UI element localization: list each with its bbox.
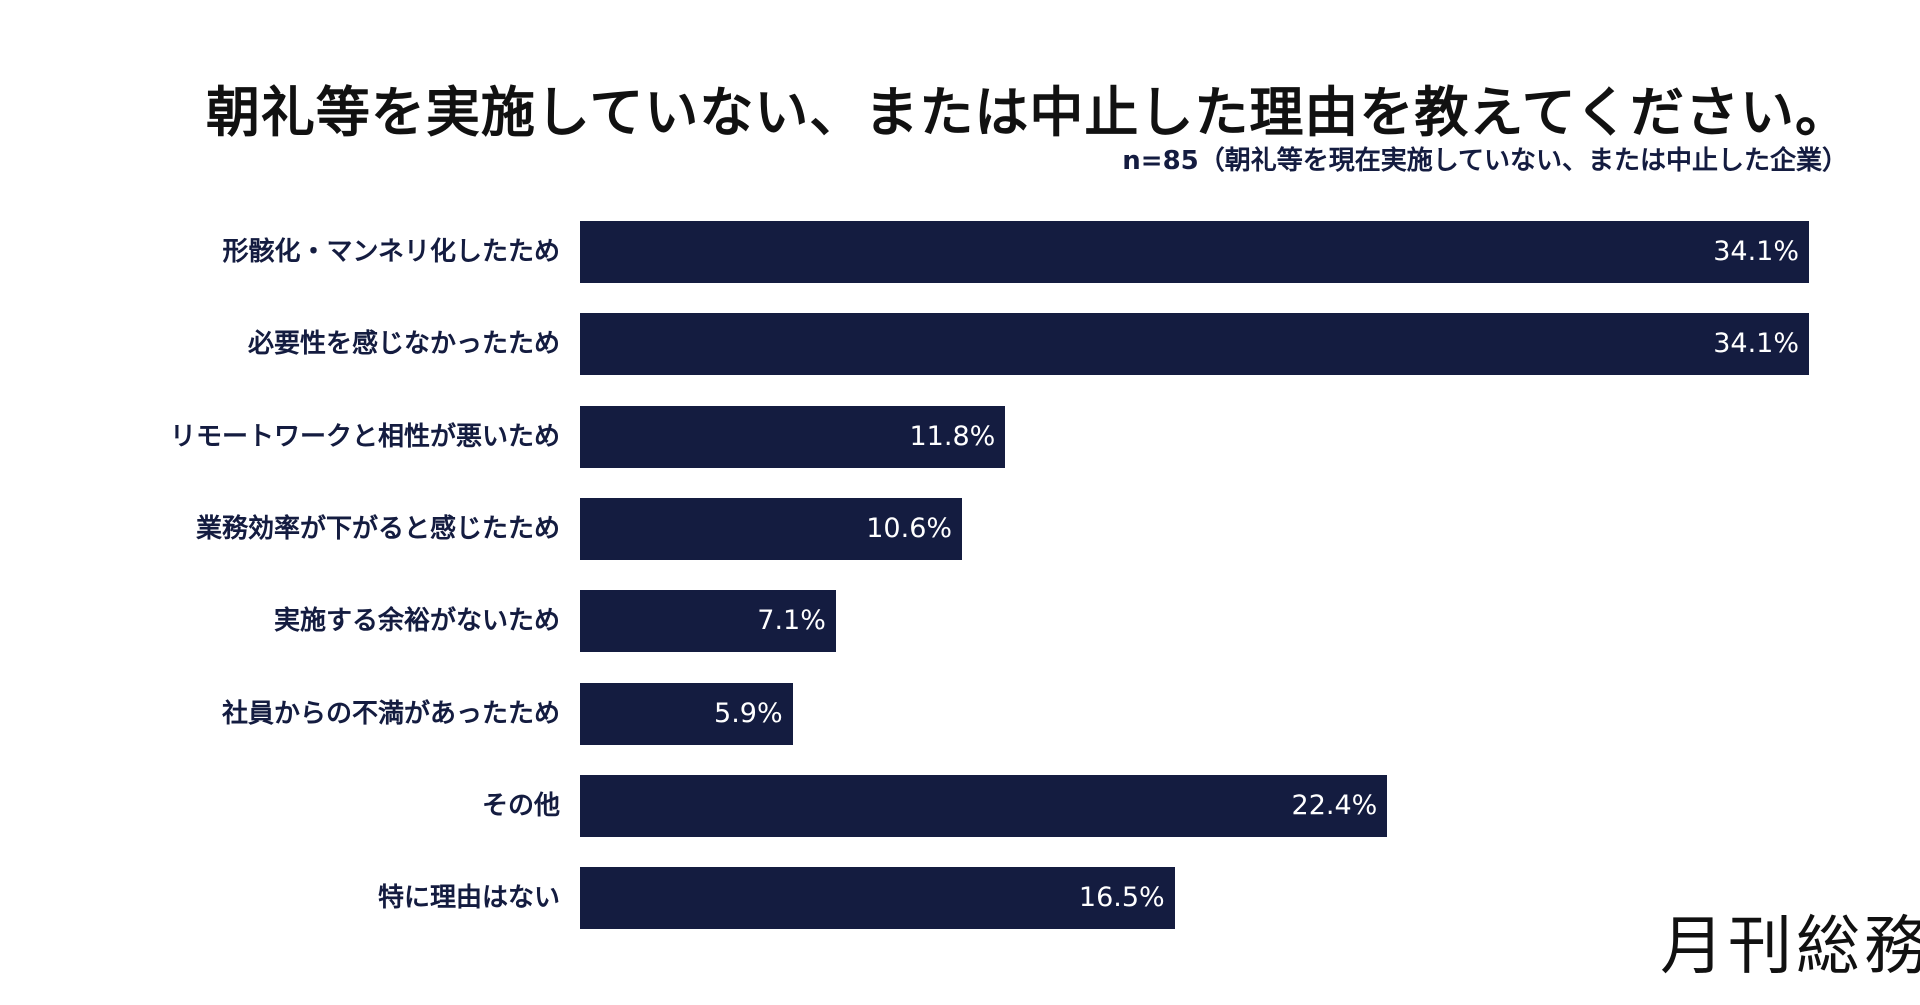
category-label: 社員からの不満があったため [221, 698, 560, 729]
bar: 10.6% [580, 497, 963, 560]
bar: 22.4% [580, 774, 1388, 837]
data-label: 10.6% [866, 512, 953, 544]
category-label: 特に理由はない [377, 883, 560, 914]
data-label: 5.9% [714, 697, 783, 729]
logo-gekkan-somu: 月刊総務 [1660, 910, 1920, 984]
data-label: 11.8% [909, 420, 996, 452]
bar: 34.1% [580, 313, 1809, 376]
data-label: 34.1% [1713, 236, 1799, 267]
category-label: その他 [481, 790, 560, 821]
data-label: 22.4% [1291, 789, 1378, 821]
data-label: 7.1% [757, 605, 826, 637]
data-label: 34.1% [1713, 328, 1799, 360]
data-label: 16.5% [1078, 882, 1165, 914]
bar: 16.5% [580, 867, 1175, 930]
bar: 5.9% [580, 682, 793, 745]
category-label: 実施する余裕がないため [273, 606, 560, 637]
bar: 7.1% [580, 590, 836, 653]
category-label: 形骸化・マンネリ化したため [222, 237, 560, 267]
chart-title: 朝礼等を実施していない、または中止した理由を教えてください。 [205, 81, 1850, 144]
category-label: 必要性を感じなかったため [247, 329, 560, 360]
bar: 11.8% [580, 405, 1006, 468]
category-label: リモートワークと相性が悪いため [169, 421, 560, 452]
bar: 34.1% [580, 221, 1809, 283]
chart-subtitle: n=85（朝礼等を現在実施していない、または中止した企業） [1122, 146, 1848, 176]
category-label: 業務効率が下がると感じたため [195, 513, 560, 544]
